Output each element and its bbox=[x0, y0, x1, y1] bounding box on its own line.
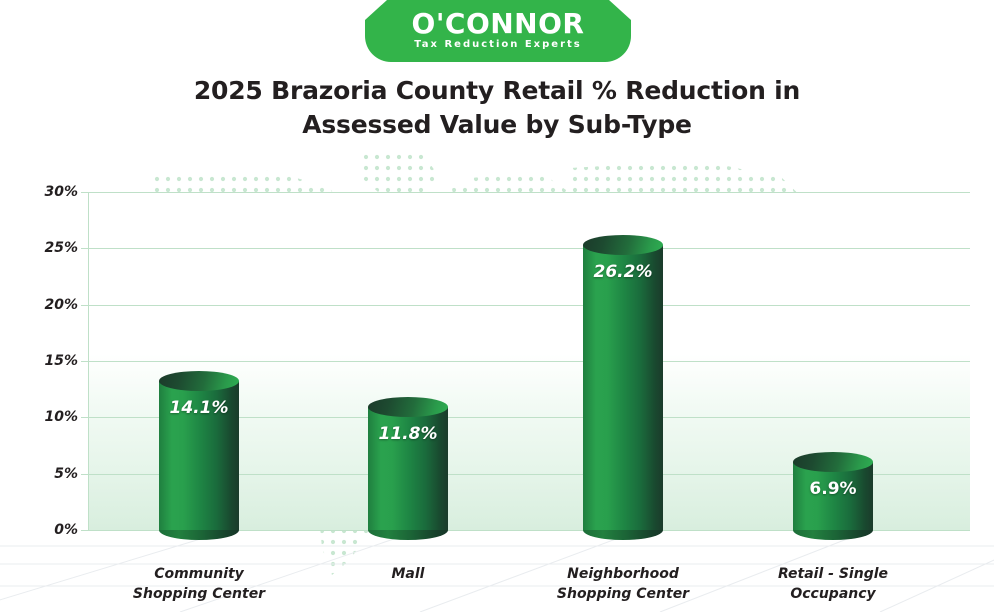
y-axis-label-15: 15% bbox=[44, 353, 78, 369]
x-axis-label-line-2: Shopping Center bbox=[132, 586, 266, 602]
x-axis-label-line-2: Occupancy bbox=[790, 586, 876, 602]
x-axis-label-line-1: Retail - Single bbox=[777, 566, 889, 582]
gridline-10 bbox=[88, 417, 970, 418]
x-axis-label-line-1: Mall bbox=[391, 566, 425, 582]
y-axis-label-5: 5% bbox=[54, 466, 78, 482]
brand-logo-banner: O'CONNOR Tax Reduction Experts bbox=[365, 0, 631, 62]
x-axis-label-line-2: Shopping Center bbox=[556, 586, 690, 602]
bar-top-ellipse bbox=[583, 235, 663, 255]
page-title: 2025 Brazoria County Retail % Reduction … bbox=[120, 74, 874, 142]
bar-top-ellipse bbox=[368, 397, 448, 417]
gridline-30 bbox=[88, 192, 970, 193]
brand-wordmark: O'CONNOR bbox=[411, 7, 585, 40]
x-axis-label-line-1: Community bbox=[154, 566, 244, 582]
bar-body bbox=[793, 462, 873, 530]
bar-mall[interactable]: 11.8% bbox=[368, 397, 448, 540]
page-title-line-1: 2025 Brazoria County Retail % Reduction … bbox=[193, 76, 801, 105]
y-axis-label-20: 20% bbox=[44, 297, 78, 313]
y-axis-label-10: 10% bbox=[44, 409, 78, 425]
y-axis-label-30: 30% bbox=[44, 184, 78, 200]
tick-15 bbox=[81, 361, 88, 362]
bar-body bbox=[159, 381, 239, 530]
y-axis-label-25: 25% bbox=[44, 240, 78, 256]
tick-5 bbox=[81, 474, 88, 475]
gridline-0 bbox=[88, 530, 970, 531]
bar-value-label: 6.9% bbox=[809, 479, 857, 499]
bar-body bbox=[368, 407, 448, 530]
page-title-line-2: Assessed Value by Sub-Type bbox=[302, 110, 692, 139]
x-axis-label-community-shopping-center: Community Shopping Center bbox=[99, 564, 299, 604]
x-axis-label-retail-single-occupancy: Retail - Single Occupancy bbox=[733, 564, 933, 604]
gridline-5 bbox=[88, 474, 970, 475]
tick-20 bbox=[81, 305, 88, 306]
tick-0 bbox=[81, 530, 88, 531]
brand-tagline: Tax Reduction Experts bbox=[414, 39, 582, 50]
gridline-15 bbox=[88, 361, 970, 362]
tick-25 bbox=[81, 248, 88, 249]
bar-value-label: 26.2% bbox=[593, 262, 653, 282]
bar-value-label: 11.8% bbox=[378, 424, 438, 444]
bar-neighborhood-shopping-center[interactable]: 26.2% bbox=[583, 235, 663, 540]
tick-10 bbox=[81, 417, 88, 418]
bar-community-shopping-center[interactable]: 14.1% bbox=[159, 371, 239, 540]
gridline-20 bbox=[88, 305, 970, 306]
bar-value-label: 14.1% bbox=[169, 398, 229, 418]
y-axis-label-0: 0% bbox=[54, 522, 78, 538]
gridline-25 bbox=[88, 248, 970, 249]
x-axis-label-line-1: Neighborhood bbox=[567, 566, 679, 582]
tick-30 bbox=[81, 192, 88, 193]
bar-body bbox=[583, 245, 663, 530]
x-axis-label-mall: Mall bbox=[308, 564, 508, 584]
bar-top-ellipse bbox=[793, 452, 873, 472]
bar-retail-single-occupancy[interactable]: 6.9% bbox=[793, 452, 873, 540]
bar-top-ellipse bbox=[159, 371, 239, 391]
x-axis-label-neighborhood-shopping-center: Neighborhood Shopping Center bbox=[523, 564, 723, 604]
